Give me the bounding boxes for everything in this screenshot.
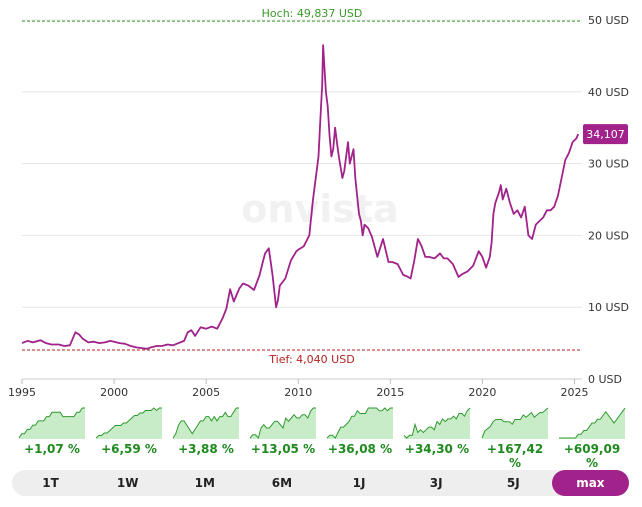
mini-sparkline — [172, 407, 239, 439]
sparkline-area — [19, 408, 85, 439]
sparkline-line — [249, 407, 316, 440]
mini-chart-1m[interactable]: +3,88 % — [172, 404, 240, 460]
sparkline-line — [403, 407, 471, 439]
y-tick-label: 20 USD — [588, 229, 629, 242]
y-tick-label: 10 USD — [588, 301, 629, 314]
mini-chart-6m[interactable]: +13,05 % — [249, 404, 317, 460]
sparkline-line — [326, 407, 393, 439]
tab-1m[interactable]: 1M — [194, 476, 215, 490]
x-tick-label: 2010 — [284, 386, 312, 399]
performance-change: +34,30 % — [404, 442, 470, 456]
watermark-logo: onvista — [241, 187, 398, 231]
y-tick-label: 30 USD — [588, 158, 629, 171]
x-tick-label: 2025 — [560, 386, 588, 399]
sparkline-line — [18, 407, 85, 439]
sparkline-line — [559, 407, 626, 439]
current-value-label: 34,107 — [586, 128, 625, 141]
tab-5j[interactable]: 5J — [506, 476, 520, 490]
high-label: Hoch: 49,837 USD — [262, 7, 363, 20]
mini-sparkline — [403, 407, 471, 439]
mini-sparkline — [326, 407, 393, 439]
tab-1w[interactable]: 1W — [116, 476, 139, 490]
sparkline-area — [482, 408, 548, 439]
performance-change: +167,42 % — [486, 442, 544, 470]
performance-change: +6,59 % — [101, 442, 157, 456]
sparkline-area — [96, 408, 162, 439]
sparkline-area — [327, 408, 393, 439]
mini-sparkline — [481, 407, 549, 439]
current-value-badge — [583, 124, 628, 145]
performance-change: +1,07 % — [24, 442, 80, 456]
performance-change: +36,08 % — [327, 442, 393, 456]
mini-chart-1w[interactable]: +6,59 % — [95, 404, 163, 460]
tab-max[interactable]: max — [551, 470, 629, 496]
price-series-line — [21, 44, 580, 350]
mini-chart-3j[interactable]: +34,30 % — [403, 404, 471, 460]
mini-chart-1t[interactable]: +1,07 % — [18, 404, 86, 460]
x-tick-label: 1995 — [8, 386, 36, 399]
mini-chart-max[interactable]: +609,09 % — [558, 404, 626, 470]
x-tick-label: 2005 — [192, 386, 220, 399]
y-tick-label: 0 USD — [588, 373, 622, 386]
tab-6m[interactable]: 6M — [271, 476, 293, 490]
tab-1t[interactable]: 1T — [42, 476, 59, 490]
mini-sparkline — [559, 407, 626, 439]
x-tick-label: 2000 — [100, 386, 128, 399]
mini-chart-1j[interactable]: +36,08 % — [326, 404, 394, 460]
performance-change: +3,88 % — [178, 442, 234, 456]
sparkline-area — [404, 408, 470, 439]
performance-change: +609,09 % — [563, 442, 621, 470]
mini-sparkline — [95, 407, 162, 439]
y-tick-label: 50 USD — [588, 14, 629, 27]
sparkline-area — [250, 408, 316, 439]
sparkline-area — [173, 408, 239, 439]
period-performance-row: +1,07 % +6,59 % +3,88 % +13,05 % +36,08 % +34… — [12, 404, 632, 470]
sparkline-line — [172, 407, 239, 439]
x-tick-label: 2020 — [468, 386, 496, 399]
performance-change: +13,05 % — [250, 442, 316, 456]
tab-3j[interactable]: 3J — [429, 476, 443, 490]
mini-sparkline — [18, 407, 85, 439]
mini-sparkline — [249, 407, 316, 440]
sparkline-line — [481, 407, 549, 439]
tab-1j[interactable]: 1J — [352, 476, 366, 490]
main-price-chart[interactable]: onvista 0 USD 10 USD 20 USD 30 USD 40 USD 50 U… — [0, 0, 642, 400]
low-label: Tief: 4,040 USD — [268, 353, 354, 366]
period-tab-bar: 1T 1W 1M 6M 1J 3J 5J max — [12, 470, 629, 496]
sparkline-line — [95, 407, 162, 439]
y-tick-label: 40 USD — [588, 86, 629, 99]
x-tick-label: 2015 — [376, 386, 404, 399]
mini-chart-5j[interactable]: +167,42 % — [481, 404, 549, 470]
